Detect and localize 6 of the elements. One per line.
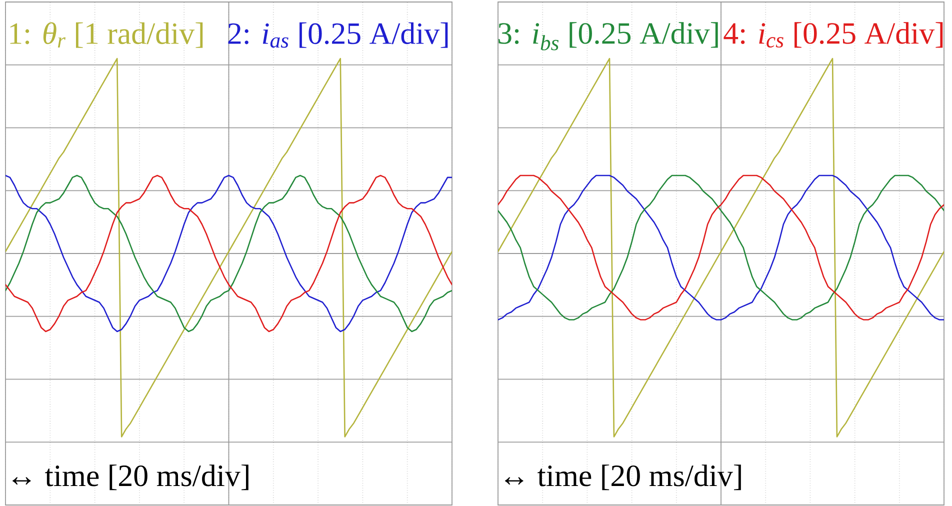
x-axis-title: ↔ time [20 ms/div] bbox=[505, 464, 741, 490]
x-axis-title: ↔ time [20 ms/div] bbox=[12, 464, 248, 490]
text: 4: i$_{cs}$ [0.25 A/div] bbox=[724, 22, 943, 48]
text: 1: θ$_{r}$ [1 rad/div] bbox=[10, 22, 203, 48]
text: 3: i$_{bs}$ [0.25 A/div] bbox=[498, 22, 718, 50]
text: 2: i$_{as}$ [0.25 A/div] bbox=[228, 22, 448, 48]
